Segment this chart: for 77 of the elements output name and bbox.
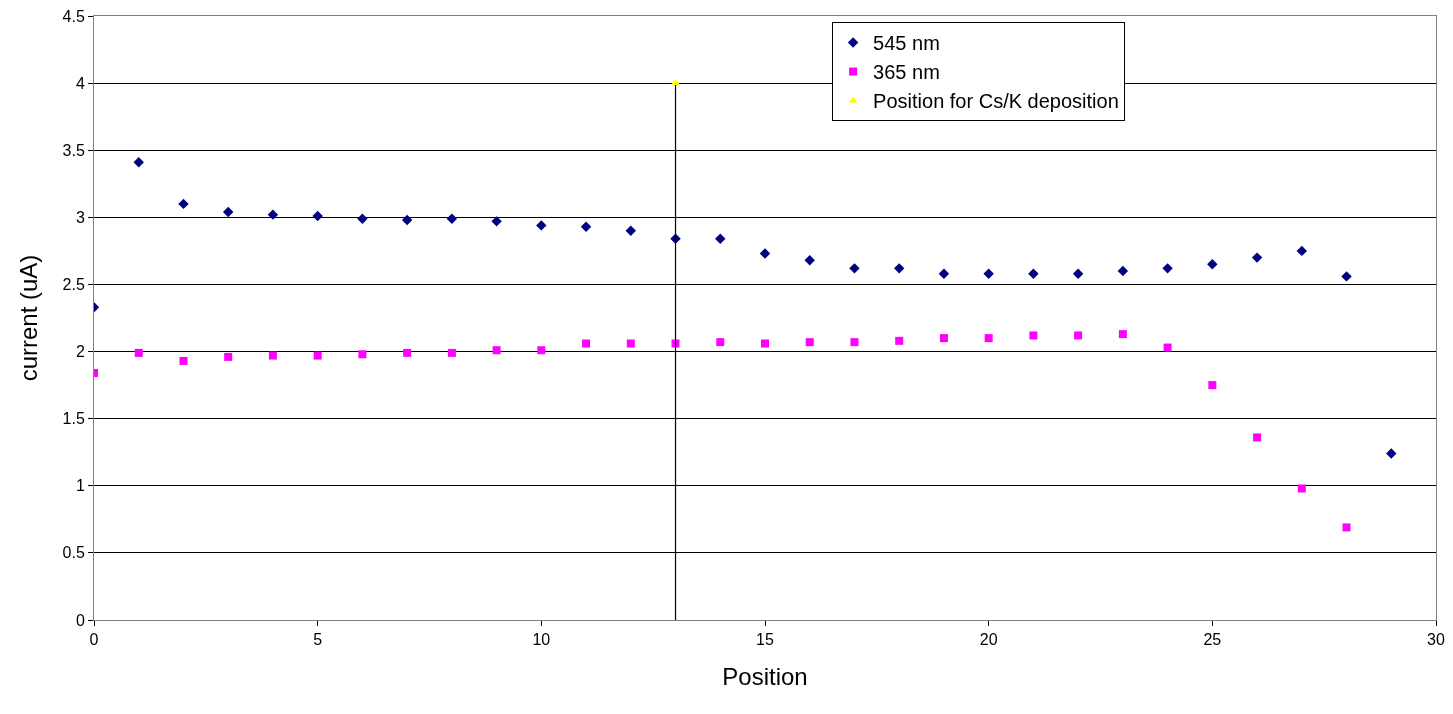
point — [179, 356, 188, 365]
x-tick-label: 20 — [979, 631, 998, 649]
y-tick-label: 1.5 — [62, 410, 85, 428]
point — [1253, 433, 1262, 442]
point — [1386, 448, 1397, 459]
x-tick-label: 0 — [89, 631, 99, 649]
point — [403, 348, 412, 357]
point — [1208, 381, 1217, 390]
point — [759, 248, 771, 259]
x-tick-label: 30 — [1427, 631, 1445, 649]
y-tick-label: 4 — [75, 74, 85, 92]
point — [582, 339, 591, 348]
point — [1072, 268, 1084, 279]
y-tick-label: 1 — [75, 477, 85, 495]
point — [1296, 245, 1307, 257]
point — [1028, 268, 1039, 279]
y-tick-label: 0 — [75, 611, 85, 629]
point — [715, 233, 726, 245]
point — [537, 346, 546, 355]
point — [358, 350, 367, 359]
point — [134, 348, 143, 357]
point — [267, 209, 279, 220]
x-tick-label: 15 — [756, 631, 774, 649]
point — [938, 268, 950, 279]
point — [625, 225, 636, 236]
point — [492, 346, 501, 355]
point — [401, 214, 413, 226]
point — [626, 339, 635, 348]
point — [312, 210, 323, 222]
legend-label: 545 nm — [873, 32, 940, 55]
point — [1341, 271, 1352, 282]
point — [178, 198, 189, 210]
point — [1342, 523, 1351, 532]
point — [536, 220, 547, 231]
legend-label: Position for Cs/K deposition — [873, 90, 1119, 113]
y-tick-label: 4.5 — [62, 7, 85, 25]
point — [1251, 252, 1263, 263]
point — [894, 263, 905, 274]
x-tick-label: 5 — [313, 631, 323, 649]
y-tick-label: 2 — [75, 343, 85, 361]
point — [446, 213, 458, 224]
point — [895, 336, 904, 345]
point — [805, 338, 814, 347]
point — [1117, 265, 1129, 277]
y-tick-label: 3.5 — [62, 141, 85, 159]
point — [491, 216, 502, 227]
y-axis-title: current (uA) — [14, 254, 42, 382]
x-tick-label: 10 — [532, 631, 551, 649]
point — [850, 338, 859, 347]
point — [1297, 484, 1306, 493]
point — [447, 348, 456, 357]
point — [761, 339, 769, 348]
x-axis-title: Position — [722, 662, 808, 690]
point — [984, 334, 993, 343]
point — [133, 157, 144, 168]
point — [716, 338, 725, 347]
y-tick-label: 3 — [75, 208, 85, 226]
point — [313, 351, 322, 360]
point — [224, 352, 233, 361]
point — [983, 268, 994, 279]
point — [1163, 343, 1172, 352]
point — [1162, 263, 1173, 274]
point — [849, 263, 860, 274]
y-tick-label: 0.5 — [62, 544, 85, 562]
point — [268, 351, 277, 360]
point — [1207, 259, 1218, 270]
point — [1118, 330, 1127, 339]
point — [804, 255, 815, 266]
point — [580, 221, 592, 232]
legend-label: 365 nm — [873, 61, 940, 84]
y-tick-label: 2.5 — [62, 276, 85, 294]
point — [223, 206, 234, 218]
point — [939, 334, 948, 343]
point — [1029, 331, 1038, 340]
point — [357, 213, 368, 224]
point — [1074, 331, 1083, 340]
x-tick-label: 25 — [1203, 631, 1222, 649]
